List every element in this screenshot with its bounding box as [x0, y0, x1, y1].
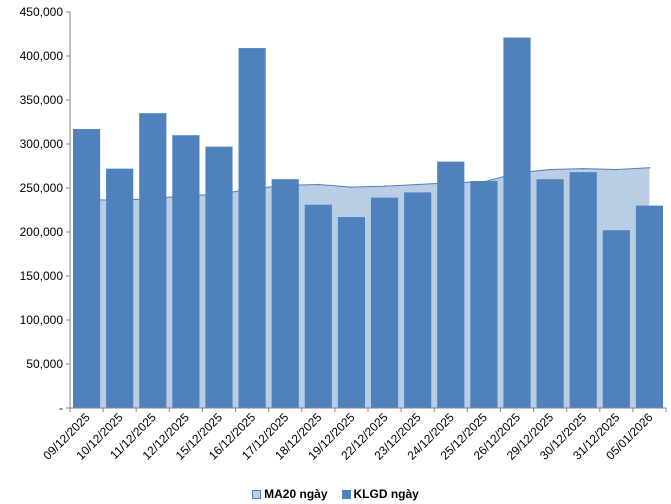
ma20-point	[383, 185, 386, 188]
y-tick-label: 200,000	[20, 225, 64, 239]
legend-swatch-ma20	[252, 489, 262, 499]
y-tick-label: 150,000	[20, 269, 64, 283]
legend-label-klgd: KLGD ngày	[353, 487, 419, 501]
ma20-area	[86, 167, 650, 408]
y-tick-label: 300,000	[20, 137, 64, 151]
klgd-bar	[106, 168, 134, 408]
ma20-point	[549, 168, 551, 171]
klgd-bar	[172, 135, 200, 408]
ma20-point	[317, 183, 320, 186]
ma20-point	[582, 167, 585, 170]
ma20-area-layer	[85, 166, 651, 408]
klgd-bar	[404, 192, 432, 408]
legend: MA20 ngày KLGD ngày	[0, 485, 671, 503]
y-tick-label: 50,000	[26, 357, 63, 371]
klgd-bar	[635, 205, 664, 408]
klgd-bar	[437, 161, 465, 408]
ma20-point	[350, 186, 353, 188]
y-tick-label: 250,000	[20, 181, 64, 195]
y-axis: - 50,000 100,000 150,000 200,000 250,000 300,0…	[20, 5, 71, 415]
klgd-bar	[139, 113, 167, 408]
klgd-bar	[337, 217, 366, 408]
x-axis: 09/12/202510/12/202511/12/202512/12/2025…	[40, 407, 667, 463]
klgd-bar	[205, 146, 233, 408]
klgd-bar-layer	[72, 37, 664, 409]
klgd-bar	[470, 180, 498, 408]
y-tick-label: 350,000	[20, 93, 64, 107]
klgd-bar	[569, 172, 597, 408]
y-tick-label: 100,000	[20, 313, 64, 327]
klgd-bar	[238, 48, 266, 408]
y-tick-label: 400,000	[20, 49, 64, 63]
ma20-point	[416, 183, 419, 186]
klgd-bar	[72, 129, 101, 409]
klgd-bar	[370, 197, 399, 408]
klgd-bar	[536, 179, 564, 408]
klgd-bar	[503, 37, 531, 409]
legend-item-ma20: MA20 ngày	[252, 487, 328, 501]
y-tick-label: 450,000	[20, 5, 64, 19]
klgd-bar	[602, 230, 630, 408]
klgd-bar	[271, 179, 299, 408]
legend-item-klgd: KLGD ngày	[341, 487, 419, 501]
chart: - 50,000 100,000 150,000 200,000 250,000 300,0…	[20, 5, 667, 463]
legend-swatch-klgd	[341, 489, 351, 499]
klgd-bar	[304, 204, 332, 408]
legend-label-ma20: MA20 ngày	[264, 487, 328, 501]
ma20-point	[648, 166, 651, 169]
ma20-point	[615, 168, 618, 171]
y-tick-label: -	[59, 401, 63, 415]
